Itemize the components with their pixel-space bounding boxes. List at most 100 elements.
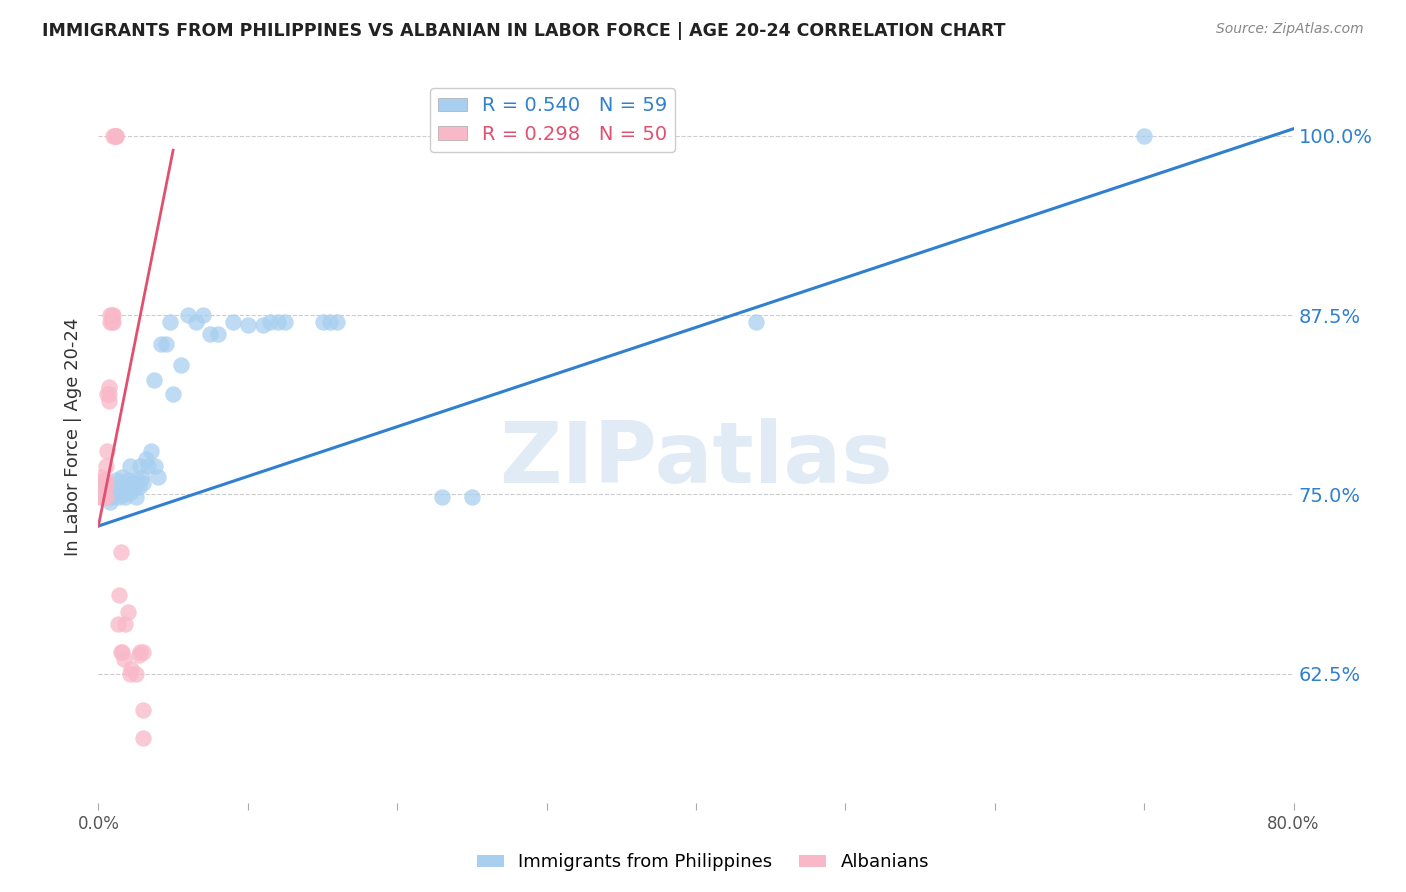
Point <box>222 315 245 329</box>
Point <box>105 473 128 487</box>
Point <box>159 315 181 329</box>
Point <box>127 473 149 487</box>
Point <box>200 326 222 341</box>
Point <box>90 470 112 484</box>
Legend: Immigrants from Philippines, Albanians: Immigrants from Philippines, Albanians <box>470 847 936 879</box>
Point <box>259 315 281 329</box>
Point <box>100 494 122 508</box>
Point <box>177 308 200 322</box>
Point <box>169 359 191 373</box>
Point <box>129 458 152 473</box>
Point <box>103 491 125 505</box>
Point <box>132 645 155 659</box>
Point <box>108 491 131 505</box>
Point <box>93 475 115 490</box>
Point <box>118 458 141 473</box>
Text: Source: ZipAtlas.com: Source: ZipAtlas.com <box>1216 22 1364 37</box>
Point <box>89 491 111 505</box>
Point <box>148 470 170 484</box>
Point <box>104 128 127 143</box>
Point <box>103 480 125 494</box>
Point <box>96 444 118 458</box>
Point <box>94 480 117 494</box>
Point <box>91 473 114 487</box>
Point <box>107 616 129 631</box>
Point <box>236 318 259 333</box>
Point <box>100 308 122 322</box>
Point <box>184 315 207 329</box>
Point <box>97 380 120 394</box>
Point <box>101 484 124 499</box>
Point <box>94 491 117 505</box>
Point <box>105 128 128 143</box>
Point <box>94 484 117 499</box>
Point <box>461 491 484 505</box>
Point <box>112 487 135 501</box>
Point <box>115 480 138 494</box>
Point <box>136 458 159 473</box>
Point <box>96 387 118 401</box>
Point <box>90 491 112 505</box>
Point <box>110 645 132 659</box>
Point <box>91 487 114 501</box>
Point <box>1133 128 1156 143</box>
Point <box>267 315 290 329</box>
Point <box>274 315 297 329</box>
Point <box>110 480 132 494</box>
Point <box>96 480 118 494</box>
Point <box>125 491 148 505</box>
Point <box>100 315 122 329</box>
Point <box>118 666 141 681</box>
Point <box>120 484 142 499</box>
Point <box>110 545 132 559</box>
Point <box>91 491 114 505</box>
Point <box>125 666 148 681</box>
Point <box>97 491 120 505</box>
Point <box>132 702 155 716</box>
Point <box>128 480 150 494</box>
Point <box>132 475 155 490</box>
Point <box>162 387 184 401</box>
Point <box>94 475 117 490</box>
Point <box>93 491 115 505</box>
Point <box>101 315 124 329</box>
Point <box>97 387 120 401</box>
Point <box>114 616 136 631</box>
Point <box>93 491 115 505</box>
Point <box>101 308 124 322</box>
Point <box>135 451 157 466</box>
Point <box>319 315 342 329</box>
Point <box>105 889 128 892</box>
Point <box>97 394 120 409</box>
Point <box>94 473 117 487</box>
Point <box>117 846 139 860</box>
Y-axis label: In Labor Force | Age 20-24: In Labor Force | Age 20-24 <box>65 318 83 557</box>
Point <box>108 588 131 602</box>
Point <box>311 315 333 329</box>
Text: ZIPatlas: ZIPatlas <box>499 417 893 500</box>
Point <box>207 326 229 341</box>
Point <box>150 336 173 351</box>
Point <box>103 128 125 143</box>
Point <box>112 652 135 666</box>
Point <box>143 458 166 473</box>
Point <box>132 731 155 746</box>
Point <box>90 480 112 494</box>
Point <box>124 480 146 494</box>
Point <box>155 336 177 351</box>
Point <box>104 128 127 143</box>
Legend: R = 0.540   N = 59, R = 0.298   N = 50: R = 0.540 N = 59, R = 0.298 N = 50 <box>430 88 675 152</box>
Point <box>111 645 134 659</box>
Point <box>326 315 349 329</box>
Point <box>128 648 150 662</box>
Point <box>430 491 453 505</box>
Point <box>139 444 162 458</box>
Point <box>745 315 768 329</box>
Point <box>252 318 274 333</box>
Point <box>91 480 114 494</box>
Point <box>89 480 111 494</box>
Point <box>103 308 125 322</box>
Point <box>105 128 128 143</box>
Point <box>111 470 134 484</box>
Point <box>114 491 136 505</box>
